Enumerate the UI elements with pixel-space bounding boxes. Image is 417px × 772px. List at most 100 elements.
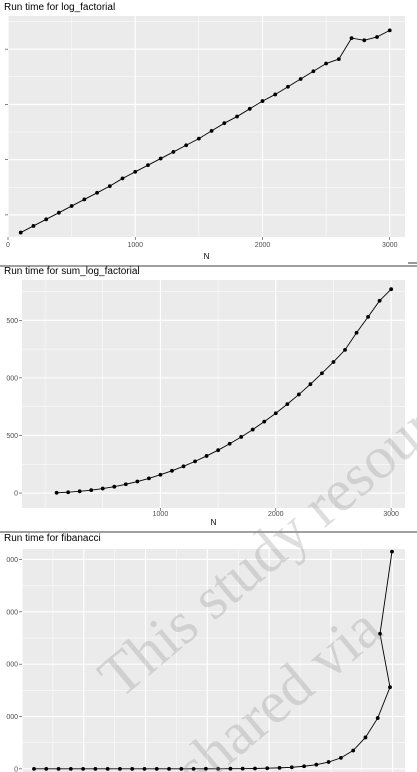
- data-point: [285, 402, 290, 407]
- data-point: [253, 766, 257, 771]
- data-point: [167, 766, 171, 771]
- data-point: [235, 114, 239, 119]
- y-tick-label: 000: [6, 714, 18, 721]
- data-point: [311, 69, 316, 74]
- data-point: [209, 129, 214, 133]
- data-point: [308, 382, 313, 387]
- data-point: [93, 766, 98, 771]
- data-point: [170, 468, 174, 473]
- data-point: [191, 766, 196, 771]
- data-point: [184, 143, 189, 148]
- data-point: [32, 766, 36, 771]
- data-point: [69, 204, 74, 208]
- data-point: [331, 360, 336, 364]
- data-point: [378, 631, 382, 636]
- data-point: [158, 472, 163, 477]
- data-point: [366, 314, 370, 319]
- data-point: [302, 764, 306, 769]
- series-line: [20, 29, 390, 233]
- data-point: [204, 454, 209, 458]
- data-point: [146, 476, 151, 481]
- data-point: [44, 217, 49, 222]
- data-point: [193, 459, 197, 464]
- data-point: [44, 766, 49, 771]
- series-line: [34, 551, 393, 770]
- plot-panel-2: [22, 280, 405, 508]
- data-point: [112, 484, 117, 489]
- data-point: [154, 766, 159, 771]
- x-tick-label: 2000: [255, 242, 271, 249]
- data-point: [82, 197, 87, 202]
- data-point: [320, 371, 324, 376]
- data-point: [222, 121, 227, 126]
- data-point: [296, 392, 301, 397]
- data-point: [228, 766, 233, 771]
- data-point: [298, 77, 303, 81]
- chart-title: Run time for fibanacci: [4, 533, 101, 544]
- data-point: [203, 766, 208, 771]
- series-line: [56, 288, 392, 494]
- data-point: [239, 435, 244, 439]
- x-tick-label: 3000: [382, 242, 398, 249]
- x-axis-label: N: [204, 252, 210, 261]
- data-point: [171, 150, 176, 154]
- data-point: [375, 35, 379, 39]
- data-point: [118, 766, 122, 771]
- data-point: [133, 169, 138, 174]
- plot-panel-3: [22, 549, 405, 772]
- data-point: [277, 765, 282, 770]
- data-point: [351, 748, 356, 753]
- x-axis-label: N: [211, 518, 217, 527]
- y-tick-label: 000: [6, 609, 18, 616]
- data-point: [107, 184, 112, 189]
- data-point: [324, 61, 329, 66]
- data-point: [179, 766, 184, 771]
- data-point: [81, 766, 86, 771]
- y-tick-label: 000: [6, 375, 18, 382]
- plot-panel-1: [8, 16, 405, 237]
- data-point: [68, 766, 73, 771]
- data-point: [250, 427, 255, 432]
- x-tick-label: 2000: [268, 511, 284, 518]
- chart-title: Run time for log_factorial: [4, 2, 115, 13]
- data-point: [181, 464, 186, 469]
- x-tick-label: 3000: [383, 511, 399, 518]
- data-point: [343, 347, 347, 352]
- data-point: [388, 685, 392, 690]
- data-point: [135, 479, 140, 484]
- y-tick-label: 500: [6, 318, 18, 325]
- data-point: [120, 176, 125, 181]
- data-point: [326, 760, 331, 764]
- data-point: [260, 99, 265, 103]
- data-point: [354, 330, 359, 335]
- data-point: [105, 766, 110, 771]
- y-tick-label: 0: [14, 491, 18, 498]
- data-point: [240, 766, 245, 771]
- data-point: [31, 224, 36, 228]
- x-tick-label: 1000: [153, 511, 169, 518]
- data-point: [273, 411, 278, 416]
- x-tick-label: 1000: [127, 242, 143, 249]
- data-point: [377, 298, 382, 303]
- data-point: [375, 716, 380, 720]
- data-point: [95, 190, 99, 195]
- y-tick-label: 000: [6, 557, 18, 564]
- data-point: [196, 136, 201, 141]
- data-point: [142, 766, 147, 771]
- data-point: [130, 766, 135, 771]
- data-point: [273, 92, 278, 97]
- data-point: [146, 163, 150, 168]
- data-point: [363, 735, 368, 740]
- data-point: [123, 482, 128, 487]
- data-point: [56, 210, 61, 215]
- data-point: [314, 762, 319, 767]
- y-tick-label: 500: [6, 433, 18, 440]
- data-point: [286, 84, 290, 89]
- data-point: [89, 488, 94, 493]
- y-tick-label: 000: [6, 662, 18, 669]
- data-point: [158, 156, 163, 161]
- data-point: [390, 549, 394, 554]
- y-tick-label: 0: [14, 766, 18, 772]
- data-point: [54, 490, 59, 495]
